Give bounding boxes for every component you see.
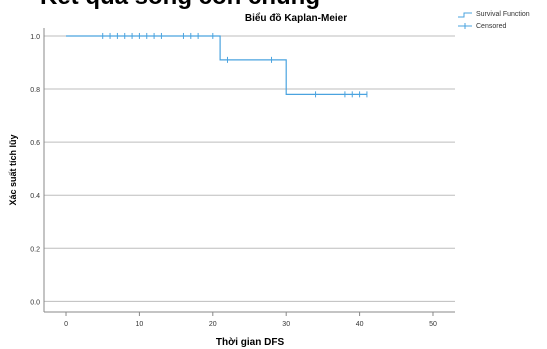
series-layer <box>66 32 368 98</box>
y-tick-label: 0.4 <box>30 193 40 200</box>
axis-layer <box>43 28 455 316</box>
legend-survival-swatch <box>458 12 472 18</box>
y-axis-title: Xác suất tích lũy <box>8 134 18 205</box>
y-tick-label: 0.8 <box>30 87 40 94</box>
x-tick-label: 10 <box>136 321 144 328</box>
survival-function-line <box>66 35 367 96</box>
x-tick-label: 50 <box>429 321 437 328</box>
legend-survival-label: Survival Function <box>476 11 530 18</box>
y-tick-label: 0.6 <box>30 140 40 147</box>
legend-censored-label: Censored <box>476 23 506 30</box>
y-tick-label: 1.0 <box>30 34 40 41</box>
x-tick-label: 20 <box>209 321 217 328</box>
cropped-header-text: Kết quả sống còn chung <box>40 0 320 11</box>
chart-title: Biểu đồ Kaplan-Meier <box>245 12 347 24</box>
x-tick-label: 0 <box>64 321 68 328</box>
x-axis-title: Thời gian DFS <box>216 337 285 348</box>
label-layer: 0.0 0.2 0.4 0.6 0.8 1.0 0 10 20 30 40 50 Biểu đồ Kap… <box>8 12 437 348</box>
grid-layer <box>44 35 455 302</box>
y-tick-label: 0.2 <box>30 246 40 253</box>
y-tick-label: 0.0 <box>30 299 40 306</box>
x-tick-label: 40 <box>356 321 364 328</box>
legend: Survival Function Censored <box>458 11 530 30</box>
x-tick-label: 30 <box>282 321 290 328</box>
